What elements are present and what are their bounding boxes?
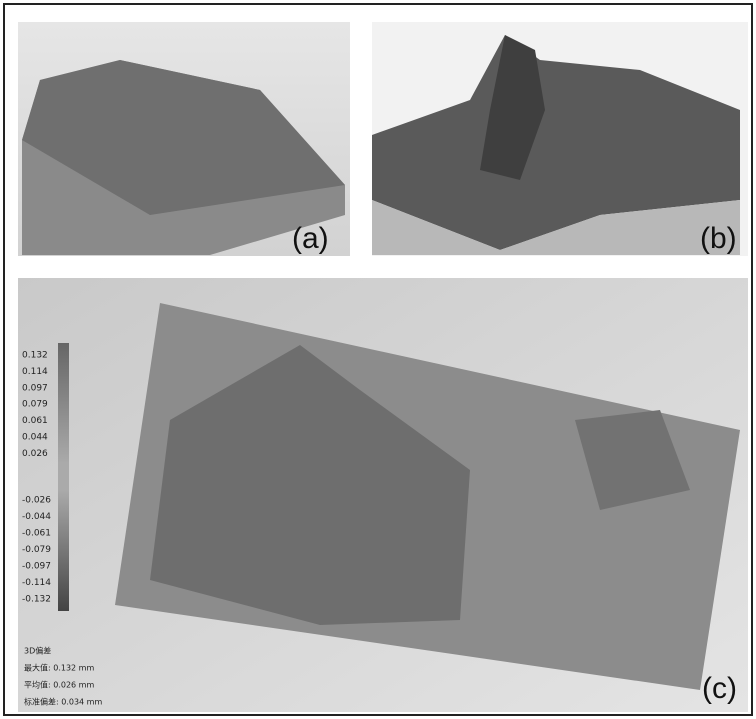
scale-label: -0.026 (22, 496, 51, 506)
scale-label: -0.114 (22, 578, 51, 588)
scale-label: 0.079 (22, 400, 48, 410)
mountain-c-right (575, 410, 690, 510)
terrain-b (372, 35, 740, 250)
scale-label: -0.132 (22, 595, 51, 605)
scale-label: 0.097 (22, 383, 48, 393)
stats-line: 平均值: 0.026 mm (24, 680, 94, 690)
stats-line: 标准偏差: 0.034 mm (24, 697, 102, 707)
terrain-a-top (22, 60, 345, 215)
scale-label: 0.026 (22, 449, 48, 459)
frame (3, 3, 753, 716)
stats-line: 最大值: 0.132 mm (24, 663, 94, 673)
peak-b (480, 35, 545, 180)
scale-label: -0.097 (22, 562, 51, 572)
scale-label: -0.079 (22, 545, 51, 555)
panel-label: (c) (702, 672, 737, 705)
color-bar (58, 343, 69, 611)
scale-label: 0.044 (22, 433, 48, 443)
stats-title: 3D偏差 (24, 646, 51, 656)
panel-label: (a) (292, 222, 329, 255)
scale-label: 0.114 (22, 367, 48, 377)
scale-label: -0.044 (22, 512, 51, 522)
panel-label: (b) (700, 222, 737, 255)
scale-label: 0.132 (22, 351, 48, 361)
scale-label: 0.061 (22, 416, 48, 426)
scale-label: -0.061 (22, 529, 51, 539)
base-b (372, 200, 740, 255)
mountain-c (150, 345, 470, 625)
